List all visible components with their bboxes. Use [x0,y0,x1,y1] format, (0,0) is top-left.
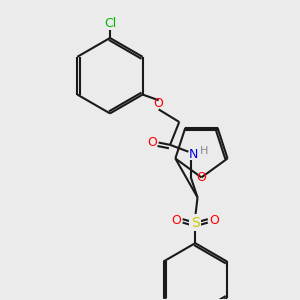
Text: H: H [200,146,208,156]
Text: O: O [154,97,164,110]
Text: O: O [171,214,181,227]
Text: S: S [191,216,200,230]
Text: Cl: Cl [104,16,116,30]
Text: O: O [196,171,206,184]
Text: N: N [188,148,198,160]
Text: O: O [210,214,220,227]
Text: O: O [147,136,157,149]
